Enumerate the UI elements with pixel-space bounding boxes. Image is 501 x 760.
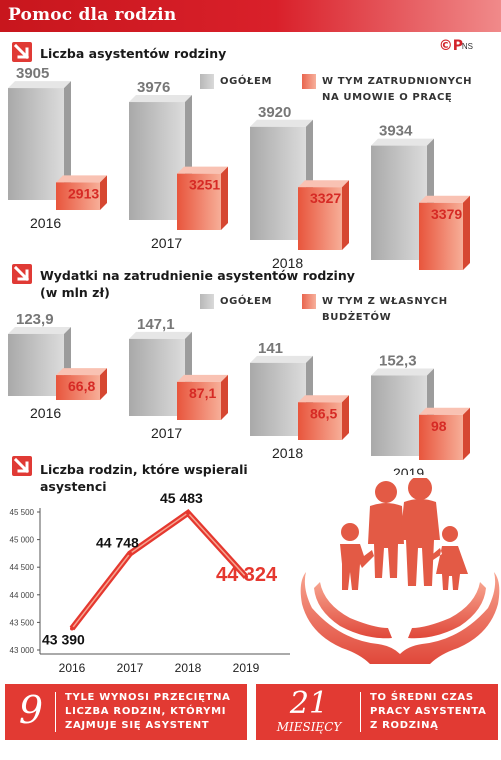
bar-sub-2017	[177, 374, 228, 420]
year-label-2017: 2017	[151, 235, 182, 251]
expenses-bar-chart: 123,9 66,8 2016 147,1 87,1 2017 141 86,5 2018 152…	[8, 311, 470, 475]
legend-swatch-total-2	[200, 294, 214, 309]
bar-sub-2019	[419, 195, 470, 270]
value-total-2018: 3920	[258, 104, 291, 121]
series-line-highlight	[71, 511, 247, 629]
legend-swatch-sub-1	[302, 74, 316, 89]
bar-sub-2017	[177, 166, 228, 230]
value-sub-2019: 98	[431, 418, 447, 434]
fact-box-2: 21 MIESIĘCY TO ŚREDNI CZAS PRACY ASYSTEN…	[256, 684, 498, 740]
arrow-down-right-icon	[12, 456, 32, 476]
y-tick-label: 44 000	[10, 591, 35, 600]
year-label-2016: 2016	[30, 405, 61, 421]
legend-sub-2-line2: BUDŻETÓW	[322, 312, 392, 323]
value-label-2016: 43 390	[42, 631, 85, 647]
bar-total-2019	[371, 368, 434, 456]
fact1-line2: LICZBA RODZIN, KTÓRYMI	[65, 706, 227, 717]
arrow-down-right-icon	[12, 42, 32, 62]
value-label-2019: 44 324	[216, 564, 278, 586]
bar-total-2017	[129, 331, 192, 416]
value-sub-2018: 86,5	[310, 405, 337, 421]
value-total-2016: 3905	[16, 65, 49, 82]
arrow-down-right-icon	[12, 264, 32, 284]
hands-icon	[300, 572, 500, 664]
section3-heading-line2: asystenci	[40, 479, 107, 494]
x-tick-label-2017: 2017	[117, 661, 144, 675]
bar-total-2016	[8, 81, 71, 200]
value-sub-2016: 2913	[68, 185, 99, 201]
publisher-logo: ©P	[438, 38, 463, 54]
bar-sub-2016	[56, 175, 107, 210]
y-tick-label: 45 500	[10, 508, 35, 517]
fact1-line1: TYLE WYNOSI PRZECIĘTNA	[65, 692, 231, 703]
value-total-2019: 152,3	[379, 353, 417, 370]
value-total-2017: 147,1	[137, 316, 175, 333]
family-icon	[340, 478, 468, 590]
y-tick-label: 44 500	[10, 563, 35, 572]
legend-sub-1-line1: W TYM ZATRUDNIONYCH	[322, 76, 473, 87]
title-bar: Pomoc dla rodzin	[0, 0, 501, 32]
x-tick-label-2016: 2016	[59, 661, 86, 675]
section2-heading-line1: Wydatki na zatrudnienie asystentów rodzi…	[40, 268, 355, 283]
bar-sub-2019	[419, 407, 470, 460]
value-total-2019: 3934	[379, 123, 413, 140]
x-tick-label-2018: 2018	[175, 661, 202, 675]
fact2-number: 21	[289, 686, 329, 721]
value-sub-2019: 3379	[431, 206, 462, 222]
year-label-2018: 2018	[272, 445, 303, 461]
section3-heading-line1: Liczba rodzin, które wspierali	[40, 462, 248, 477]
legend-sub-2-line1: W TYM Z WŁASNYCH	[322, 296, 448, 307]
source-label: NS	[461, 42, 473, 51]
year-label-2018: 2018	[272, 255, 303, 271]
value-total-2016: 123,9	[16, 311, 54, 328]
fact2-divider	[360, 692, 361, 732]
value-sub-2017: 3251	[189, 177, 220, 193]
legend-sub-1-line2: NA UMOWIE O PRACĘ	[322, 92, 453, 103]
y-tick-label: 43 000	[10, 646, 35, 655]
year-label-2017: 2017	[151, 425, 182, 441]
y-tick-label: 45 000	[10, 536, 35, 545]
bar-sub-2018	[298, 180, 349, 250]
fact2-line3: Z RODZINĄ	[370, 720, 439, 731]
year-label-2019: 2019	[393, 465, 424, 475]
point-2016	[70, 626, 74, 631]
fact1-divider	[55, 692, 56, 732]
y-tick-label: 43 500	[10, 618, 35, 627]
fact2-unit: MIESIĘCY	[276, 720, 342, 734]
fact1-line3: ZAJMUJE SIĘ ASYSTENT	[65, 720, 210, 731]
fact2-line1: TO ŚREDNI CZAS	[370, 692, 474, 703]
point-2017	[128, 551, 132, 556]
legend-swatch-sub-2	[302, 294, 316, 309]
legend-swatch-total-1	[200, 74, 214, 89]
fact2-line2: PRACY ASYSTENTA	[370, 706, 487, 717]
value-label-2018: 45 483	[160, 490, 203, 506]
legend-total-2: OGÓŁEM	[220, 296, 273, 307]
value-sub-2016: 66,8	[68, 378, 95, 394]
section2-heading-line2: (w mln zł)	[40, 285, 110, 300]
families-line-chart: 43 000 43 500 44 000 44 500 45 000 45 500 2016…	[10, 490, 290, 675]
point-2019	[244, 574, 248, 579]
value-sub-2017: 87,1	[189, 385, 216, 401]
bar-total-2018	[250, 355, 313, 436]
family-hands-illustration	[300, 478, 500, 664]
year-label-2016: 2016	[30, 215, 61, 231]
bar-sub-2018	[298, 395, 349, 440]
assistants-bar-chart: 3905 2913 2016 3976 3251 2017 3920 3327 2018 3934…	[8, 65, 470, 271]
point-2018	[186, 510, 190, 515]
value-sub-2018: 3327	[310, 190, 341, 206]
value-total-2018: 141	[258, 340, 283, 357]
value-total-2017: 3976	[137, 79, 170, 96]
x-tick-label-2019: 2019	[233, 661, 260, 675]
page-title: Pomoc dla rodzin	[8, 5, 177, 25]
bar-sub-2016	[56, 368, 107, 400]
bar-total-2016	[8, 326, 71, 396]
value-label-2017: 44 748	[96, 535, 139, 551]
legend-total-1: OGÓŁEM	[220, 76, 273, 87]
fact-box-1: 9 TYLE WYNOSI PRZECIĘTNA LICZBA RODZIN, …	[5, 684, 247, 740]
fact1-number: 9	[18, 688, 44, 732]
section1-heading: Liczba asystentów rodziny	[40, 46, 227, 61]
